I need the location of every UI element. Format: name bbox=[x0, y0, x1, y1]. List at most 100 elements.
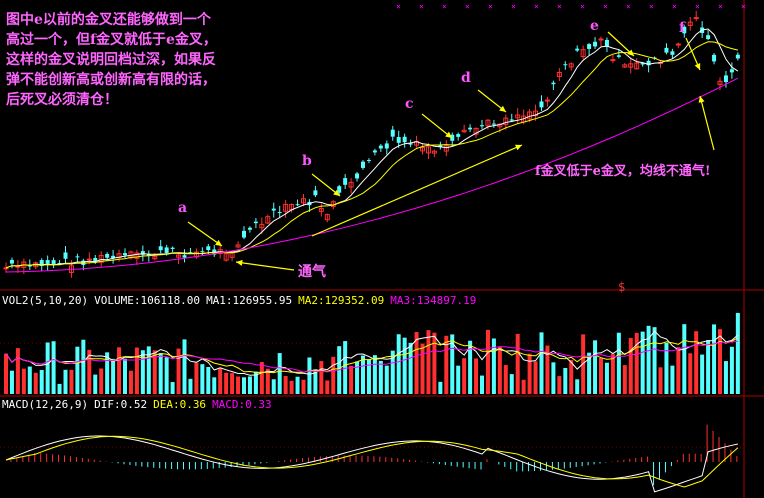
volume-bar bbox=[361, 355, 365, 394]
volume-bar bbox=[45, 342, 50, 394]
candle-body bbox=[45, 260, 50, 264]
top-marker: × bbox=[396, 2, 401, 11]
candle-body bbox=[485, 119, 491, 127]
candle-body bbox=[587, 44, 592, 49]
volume-bar bbox=[462, 358, 467, 394]
volume-bar bbox=[319, 361, 324, 394]
volume-bar bbox=[706, 340, 711, 394]
dif-line bbox=[5, 435, 739, 493]
arrow-a-head bbox=[215, 239, 222, 246]
volume-bar bbox=[569, 359, 574, 394]
candle-body bbox=[63, 252, 68, 259]
tongqi-arrow-head bbox=[236, 259, 243, 266]
candle-body bbox=[98, 255, 104, 263]
volume-bar bbox=[57, 383, 62, 394]
volume-bar bbox=[206, 366, 211, 394]
volume-bar bbox=[349, 365, 354, 394]
candle-body bbox=[390, 129, 395, 137]
volume-bar bbox=[378, 360, 383, 394]
candle-body bbox=[575, 48, 580, 51]
volume-bar bbox=[640, 331, 645, 394]
volume-bar bbox=[557, 376, 562, 394]
candle-body bbox=[158, 246, 163, 251]
candle-body bbox=[361, 161, 365, 168]
ma10-line bbox=[5, 41, 739, 269]
volume-bar bbox=[658, 367, 663, 394]
volume-bar bbox=[700, 354, 705, 394]
volume-bar bbox=[9, 370, 14, 394]
vol-indicator-name: VOL2(5,10,20) bbox=[2, 294, 89, 307]
volume-bar bbox=[729, 346, 734, 394]
volume-bar bbox=[735, 312, 740, 394]
top-marker: × bbox=[695, 2, 700, 11]
top-marker: × bbox=[465, 2, 470, 11]
volume-bar bbox=[212, 377, 217, 394]
volume-bar bbox=[325, 380, 330, 394]
candle-body bbox=[51, 260, 56, 265]
candle-body bbox=[283, 203, 289, 212]
arrow-c-head bbox=[445, 131, 452, 138]
volume-bar bbox=[682, 324, 687, 394]
volume-bar bbox=[331, 356, 336, 394]
volume-bar bbox=[468, 340, 473, 394]
candle-body bbox=[515, 114, 521, 119]
tongqi-arrow bbox=[235, 261, 295, 271]
candle-body bbox=[461, 129, 467, 133]
volume-bar bbox=[723, 361, 728, 394]
volume-bar bbox=[230, 373, 235, 394]
candle-body bbox=[123, 253, 127, 256]
volume-bar bbox=[372, 355, 377, 394]
candle-body bbox=[509, 119, 514, 121]
ma1-value: MA1:126955.95 bbox=[206, 294, 293, 307]
top-marker: × bbox=[672, 2, 677, 11]
volume-bar bbox=[563, 367, 568, 394]
volume-bar bbox=[194, 362, 199, 394]
top-marker: × bbox=[718, 2, 723, 11]
volume-bar bbox=[105, 352, 110, 394]
candle-body bbox=[568, 63, 574, 68]
candle-body bbox=[170, 247, 175, 249]
volume-bar bbox=[355, 361, 360, 394]
volume-bar bbox=[456, 365, 461, 394]
volume-bar bbox=[301, 379, 306, 394]
volume-bar bbox=[152, 350, 157, 394]
volume-bar bbox=[438, 381, 443, 394]
volume-bar bbox=[688, 353, 693, 394]
candle-body bbox=[598, 38, 604, 41]
volume-bar bbox=[283, 376, 288, 394]
volume-bar bbox=[247, 376, 252, 394]
candle-body bbox=[242, 230, 246, 238]
volume-bar bbox=[426, 330, 431, 394]
candle-body bbox=[616, 55, 621, 57]
top-marker: × bbox=[488, 2, 493, 11]
volume-bar bbox=[527, 353, 532, 394]
volume-bar bbox=[307, 357, 312, 394]
candle-body bbox=[563, 64, 568, 66]
volume-bar bbox=[87, 349, 92, 394]
volume-bar bbox=[15, 348, 20, 394]
volume-bar bbox=[515, 333, 520, 394]
candle-body bbox=[182, 255, 187, 258]
candle-body bbox=[503, 117, 509, 126]
volume-bar bbox=[123, 358, 127, 394]
candle-body bbox=[223, 253, 229, 261]
volume-bar bbox=[4, 353, 8, 394]
volume-bar bbox=[450, 334, 455, 394]
candle-body bbox=[206, 246, 211, 251]
candle-body bbox=[682, 26, 687, 34]
candle-body bbox=[295, 204, 300, 206]
candle-body bbox=[111, 255, 116, 259]
vol-value: VOLUME:106118.00 bbox=[94, 294, 201, 307]
volume-bar bbox=[664, 342, 669, 394]
macd-indicator-bar: MACD(12,26,9) DIF:0.52 DEA:0.36 MACD:0.33 bbox=[2, 398, 278, 411]
candle-body bbox=[551, 82, 556, 85]
volume-bar bbox=[599, 357, 603, 394]
candle-body bbox=[247, 227, 252, 230]
candle-body bbox=[712, 54, 717, 62]
candle-body bbox=[456, 134, 461, 137]
candle-body bbox=[610, 59, 616, 62]
candle-body bbox=[640, 63, 645, 65]
candle-body bbox=[348, 181, 354, 188]
candle-body bbox=[468, 127, 473, 130]
candle-body bbox=[539, 101, 544, 108]
